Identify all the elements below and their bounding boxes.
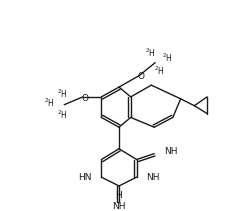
Text: NH: NH [112, 202, 126, 211]
Text: $^{2}$H: $^{2}$H [44, 97, 55, 109]
Text: O: O [81, 94, 88, 103]
Text: $^{2}$H: $^{2}$H [57, 108, 68, 121]
Text: NH: NH [146, 173, 160, 182]
Text: H: H [116, 191, 122, 200]
Text: $^{2}$H: $^{2}$H [145, 47, 156, 59]
Text: O: O [137, 72, 144, 81]
Text: $^{2}$H: $^{2}$H [57, 88, 68, 100]
Text: $^{2}$H: $^{2}$H [154, 64, 164, 77]
Text: $^{2}$H: $^{2}$H [162, 51, 172, 64]
Text: HN: HN [78, 173, 92, 182]
Text: NH: NH [164, 147, 178, 156]
